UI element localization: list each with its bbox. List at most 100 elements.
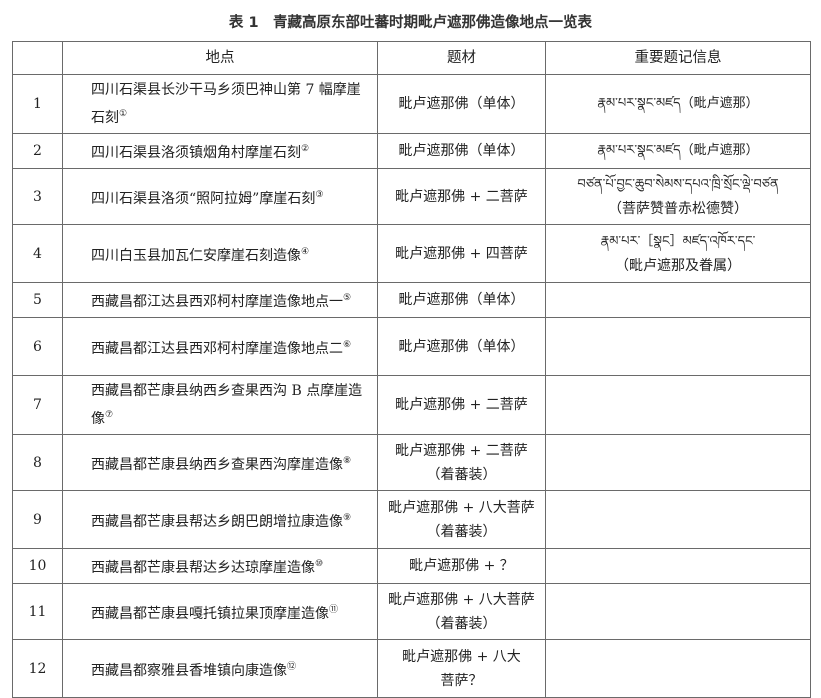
table-row: 2 四川石渠县洛须镇烟角村摩崖石刻② 毗卢遮那佛（单体） རྣམ་པར་སྣང་…: [12, 133, 811, 169]
place-text: 四川石渠县长沙干马乡须巴神山第 7 幅摩崖石刻: [91, 82, 361, 126]
footnote-ref[interactable]: ⑥: [343, 339, 352, 350]
row-number: 6: [12, 317, 63, 376]
row-number: 4: [12, 224, 63, 283]
subject-text-2: （着蕃装）: [426, 466, 497, 483]
row-number: 10: [12, 548, 63, 584]
row-number: 7: [12, 375, 63, 435]
row-number: 11: [12, 583, 63, 640]
subject-text-2: （着蕃装）: [426, 523, 497, 540]
table-row: 12 西藏昌都察雅县香堆镇向康造像⑫ 毗卢遮那佛 + 八大 菩萨？: [12, 639, 811, 698]
row-number: 12: [12, 639, 63, 698]
table-title: 表 1 青藏高原东部吐蕃时期毗卢遮那佛造像地点一览表: [228, 15, 593, 31]
inscription-text: རྣམ་པར་སྣང་མཛད（毗卢遮那）: [597, 143, 759, 158]
place-text: 四川石渠县洛须镇烟角村摩崖石刻: [91, 145, 301, 161]
inscription-cell: [545, 583, 811, 640]
table-row: 7 西藏昌都芒康县纳西乡查果西沟 B 点摩崖造像⑦ 毗卢遮那佛 + 二菩萨: [12, 375, 811, 435]
footnote-ref[interactable]: ⑤: [343, 293, 352, 303]
footnote-ref[interactable]: ④: [301, 246, 310, 257]
footnote-ref[interactable]: ⑨: [343, 512, 352, 523]
place-cell: 四川石渠县洛须“照阿拉姆”摩崖石刻③: [62, 168, 378, 225]
place-text: 四川石渠县洛须“照阿拉姆”摩崖石刻: [91, 190, 316, 207]
footnote-ref[interactable]: ⑫: [287, 661, 297, 672]
place-text: 西藏昌都芒康县纳西乡查果西沟 B 点摩崖造像: [91, 383, 363, 427]
inscription-cell: [545, 375, 811, 435]
subject-text: 毗卢遮那佛 + 二菩萨: [395, 397, 528, 413]
subject-cell: 毗卢遮那佛（单体）: [377, 317, 546, 376]
subject-cell: 毗卢遮那佛 + 八大 菩萨？: [377, 639, 546, 698]
inscription-text: བཙན་པོ་བྱང་ཆུབ་སེམས་དཔའ་ཁྲི་སྲོང་ལྡེ་བཙན: [577, 176, 779, 192]
footnote-ref[interactable]: ①: [119, 109, 128, 119]
header-row: 地点 题材 重要题记信息: [12, 41, 811, 75]
place-cell: 西藏昌都江达县西邓柯村摩崖造像地点二⑥: [62, 317, 378, 376]
table-row: 3 四川石渠县洛须“照阿拉姆”摩崖石刻③ 毗卢遮那佛 + 二菩萨 བཙན་པོ་…: [12, 168, 811, 225]
inscription-cell: བཙན་པོ་བྱང་ཆུབ་སེམས་དཔའ་ཁྲི་སྲོང་ལྡེ་བཙན…: [545, 168, 811, 225]
place-text: 西藏昌都芒康县帮达乡达琼摩崖造像: [91, 560, 315, 576]
header-place: 地点: [62, 41, 378, 75]
place-text: 西藏昌都江达县西邓柯村摩崖造像地点二: [91, 340, 343, 357]
inscription-text: རྣམ་པར་སྣང་མཛད（毗卢遮那）: [597, 96, 759, 111]
place-text: 西藏昌都江达县西邓柯村摩崖造像地点一: [91, 294, 343, 310]
table-row: 6 西藏昌都江达县西邓柯村摩崖造像地点二⑥ 毗卢遮那佛（单体）: [12, 317, 811, 376]
inscription-cell: [545, 639, 811, 698]
inscription-cell: [545, 548, 811, 584]
subject-cell: 毗卢遮那佛（单体）: [377, 74, 546, 134]
footnote-ref[interactable]: ⑪: [329, 604, 339, 615]
subject-cell: 毗卢遮那佛（单体）: [377, 133, 546, 169]
subject-text: 毗卢遮那佛 + 四菩萨: [395, 245, 528, 262]
subject-text: 毗卢遮那佛 + 八大: [402, 648, 521, 665]
place-cell: 四川石渠县长沙干马乡须巴神山第 7 幅摩崖石刻①: [62, 74, 378, 134]
place-text: 西藏昌都芒康县嘎托镇拉果顶摩崖造像: [91, 605, 329, 622]
footnote-ref[interactable]: ③: [315, 189, 324, 200]
inscription-text: རྣམ་པར་［སྣང］མཛད་འཁོར་དང་: [600, 233, 756, 249]
inscription-cell: རྣམ་པར་སྣང་མཛད（毗卢遮那）: [545, 74, 811, 134]
place-text: 四川白玉县加瓦仁安摩崖石刻造像: [91, 247, 301, 264]
subject-cell: 毗卢遮那佛 + 二菩萨: [377, 168, 546, 225]
subject-text: 毗卢遮那佛 + 八大菩萨: [388, 499, 535, 516]
row-number: 2: [12, 133, 63, 169]
row-number: 3: [12, 168, 63, 225]
place-cell: 西藏昌都芒康县帮达乡朗巴朗增拉康造像⑨: [62, 490, 378, 549]
inscription-cell: [545, 490, 811, 549]
footnote-ref[interactable]: ②: [301, 144, 310, 154]
subject-text-2: 菩萨？: [440, 672, 483, 689]
inscription-cell: རྣམ་པར་སྣང་མཛད（毗卢遮那）: [545, 133, 811, 169]
header-inscription: 重要题记信息: [545, 41, 811, 75]
subject-text: 毗卢遮那佛 + 八大菩萨: [388, 591, 535, 608]
place-cell: 西藏昌都察雅县香堆镇向康造像⑫: [62, 639, 378, 698]
table-row: 1 四川石渠县长沙干马乡须巴神山第 7 幅摩崖石刻① 毗卢遮那佛（单体） རྣམ…: [12, 74, 811, 134]
subject-text: 毗卢遮那佛（单体）: [398, 96, 525, 112]
table-row: 8 西藏昌都芒康县纳西乡查果西沟摩崖造像⑧ 毗卢遮那佛 + 二菩萨 （着蕃装）: [12, 434, 811, 491]
place-cell: 西藏昌都江达县西邓柯村摩崖造像地点一⑤: [62, 282, 378, 318]
place-text: 西藏昌都芒康县纳西乡查果西沟摩崖造像: [91, 456, 343, 473]
place-cell: 四川白玉县加瓦仁安摩崖石刻造像④: [62, 224, 378, 283]
subject-text: 毗卢遮那佛 + 二菩萨: [395, 442, 528, 459]
footnote-ref[interactable]: ⑦: [105, 410, 114, 420]
subject-cell: 毗卢遮那佛 + ？: [377, 548, 546, 584]
inscription-cell: [545, 317, 811, 376]
table-row: 4 四川白玉县加瓦仁安摩崖石刻造像④ 毗卢遮那佛 + 四菩萨 རྣམ་པར་［ས…: [12, 224, 811, 283]
subject-text: 毗卢遮那佛（单体）: [398, 143, 525, 159]
table-row: 5 西藏昌都江达县西邓柯村摩崖造像地点一⑤ 毗卢遮那佛（单体）: [12, 282, 811, 318]
table-row: 11 西藏昌都芒康县嘎托镇拉果顶摩崖造像⑪ 毗卢遮那佛 + 八大菩萨 （着蕃装）: [12, 583, 811, 640]
header-subject: 题材: [377, 41, 546, 75]
sites-table: 地点 题材 重要题记信息 1 四川石渠县长沙干马乡须巴神山第 7 幅摩崖石刻① …: [12, 41, 811, 698]
row-number: 5: [12, 282, 63, 318]
place-cell: 西藏昌都芒康县嘎托镇拉果顶摩崖造像⑪: [62, 583, 378, 640]
subject-cell: 毗卢遮那佛（单体）: [377, 282, 546, 318]
subject-cell: 毗卢遮那佛 + 八大菩萨 （着蕃装）: [377, 490, 546, 549]
footnote-ref[interactable]: ⑩: [315, 559, 324, 569]
table-row: 10 西藏昌都芒康县帮达乡达琼摩崖造像⑩ 毗卢遮那佛 + ？: [12, 548, 811, 584]
footnote-ref[interactable]: ⑧: [343, 455, 352, 466]
row-number: 1: [12, 74, 63, 134]
subject-cell: 毗卢遮那佛 + 八大菩萨 （着蕃装）: [377, 583, 546, 640]
subject-cell: 毗卢遮那佛 + 二菩萨 （着蕃装）: [377, 434, 546, 491]
inscription-translation: （毗卢遮那及眷属）: [615, 257, 741, 274]
subject-text: 毗卢遮那佛（单体）: [398, 292, 525, 308]
subject-text-2: （着蕃装）: [426, 615, 497, 632]
subject-cell: 毗卢遮那佛 + 二菩萨: [377, 375, 546, 435]
subject-text: 毗卢遮那佛 + ？: [409, 558, 514, 574]
inscription-cell: [545, 282, 811, 318]
inscription-cell: རྣམ་པར་［སྣང］མཛད་འཁོར་དང་ （毗卢遮那及眷属）: [545, 224, 811, 283]
header-no: [12, 41, 63, 75]
place-cell: 西藏昌都芒康县帮达乡达琼摩崖造像⑩: [62, 548, 378, 584]
